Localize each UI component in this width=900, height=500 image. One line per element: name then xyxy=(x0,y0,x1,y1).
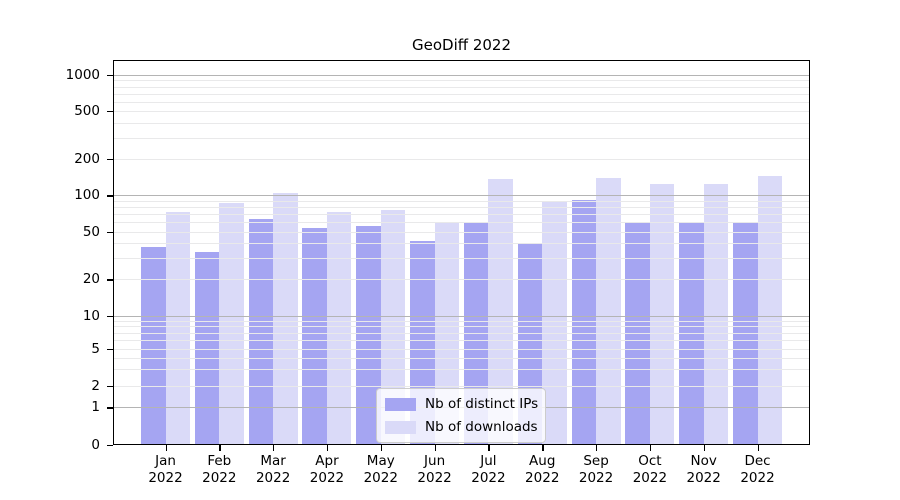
y-gridline-minor xyxy=(114,111,809,113)
y-tick-mark xyxy=(107,195,113,197)
y-tick-mark xyxy=(107,279,113,281)
x-tick-mark xyxy=(488,445,490,451)
y-gridline-minor xyxy=(114,101,809,103)
y-tick-mark xyxy=(107,445,113,447)
y-tick-mark xyxy=(107,159,113,161)
y-gridline-minor xyxy=(114,348,809,350)
bar-downloads xyxy=(649,183,675,445)
y-gridline-major xyxy=(114,195,809,197)
y-gridline-minor xyxy=(114,231,809,233)
y-tick-mark xyxy=(107,348,113,350)
y-tick-mark xyxy=(107,231,113,233)
x-tick-mark xyxy=(434,445,436,451)
y-gridline-minor xyxy=(114,369,809,371)
y-gridline-major xyxy=(114,315,809,317)
legend-swatch-distinct-ips xyxy=(385,397,416,411)
x-tick-mark xyxy=(326,445,329,451)
y-tick-label: 0 xyxy=(91,437,100,453)
legend-swatch-downloads xyxy=(385,420,416,434)
y-gridline-minor xyxy=(114,86,809,88)
x-tick-label: Feb 2022 xyxy=(202,453,237,486)
bar-downloads xyxy=(596,177,621,445)
bar-distinct-ips xyxy=(302,227,327,445)
x-tick-mark xyxy=(596,445,598,451)
legend-label-downloads: Nb of downloads xyxy=(425,419,538,435)
y-tick-mark xyxy=(107,111,113,113)
y-tick-label: 20 xyxy=(82,271,100,288)
x-tick-label: Dec 2022 xyxy=(740,453,775,486)
y-gridline-minor xyxy=(114,326,809,328)
y-gridline-minor xyxy=(114,279,809,281)
y-gridline-minor xyxy=(114,258,809,260)
legend-item-downloads: Nb of downloads xyxy=(385,419,538,435)
x-tick-label: Aug 2022 xyxy=(525,453,560,486)
y-gridline-minor xyxy=(114,206,809,208)
y-tick-label: 2 xyxy=(91,378,100,394)
y-tick-label: 10 xyxy=(82,307,100,324)
x-tick-label: Apr 2022 xyxy=(309,453,345,486)
x-tick-mark xyxy=(703,445,705,451)
x-tick-label: Jun 2022 xyxy=(417,453,452,486)
y-tick-label: 200 xyxy=(74,151,100,168)
legend: Nb of distinct IPs Nb of downloads xyxy=(376,388,546,443)
chart-title: GeoDiff 2022 xyxy=(411,36,512,54)
x-tick-mark xyxy=(757,445,759,451)
y-gridline-minor xyxy=(114,357,809,359)
bar-downloads xyxy=(165,212,190,445)
y-gridline-minor xyxy=(114,339,809,341)
x-tick-mark xyxy=(649,445,652,451)
x-tick-label: Oct 2022 xyxy=(632,453,668,486)
y-gridline-major xyxy=(114,74,809,77)
y-tick-label: 5 xyxy=(91,340,100,357)
x-tick-label: Jan 2022 xyxy=(148,453,183,486)
bar-downloads xyxy=(273,192,298,445)
x-tick-mark xyxy=(273,445,275,451)
y-gridline-minor xyxy=(114,320,809,322)
y-gridline-minor xyxy=(114,137,809,139)
x-tick-label: Nov 2022 xyxy=(686,453,721,486)
y-gridline-minor xyxy=(114,93,809,95)
y-gridline-minor xyxy=(114,243,809,245)
x-tick-label: Mar 2022 xyxy=(255,453,291,486)
legend-label-distinct-ips: Nb of distinct IPs xyxy=(425,396,539,412)
y-tick-mark xyxy=(107,74,113,77)
bar-downloads xyxy=(219,203,244,445)
y-tick-label: 1 xyxy=(91,399,100,416)
y-tick-mark xyxy=(107,315,113,317)
bar-downloads xyxy=(326,211,352,445)
y-gridline-minor xyxy=(114,213,809,215)
y-gridline-minor xyxy=(114,200,809,202)
y-tick-label: 1000 xyxy=(65,66,100,83)
y-gridline-minor xyxy=(114,222,809,223)
x-tick-mark xyxy=(219,445,221,451)
y-tick-label: 50 xyxy=(82,223,100,240)
y-gridline-minor xyxy=(114,80,809,82)
y-gridline-minor xyxy=(114,159,809,161)
y-tick-mark xyxy=(107,386,113,388)
y-gridline-minor xyxy=(114,386,809,387)
y-gridline-minor xyxy=(114,332,809,334)
legend-item-distinct-ips: Nb of distinct IPs xyxy=(385,396,539,412)
x-tick-label: May 2022 xyxy=(363,453,398,486)
bar-distinct-ips xyxy=(194,251,220,445)
bar-downloads xyxy=(757,176,783,445)
bar-distinct-ips xyxy=(625,222,650,445)
bar-distinct-ips xyxy=(141,247,166,445)
x-tick-mark xyxy=(165,445,167,451)
y-tick-label: 500 xyxy=(74,103,100,120)
y-tick-mark xyxy=(107,407,113,409)
bar-downloads xyxy=(542,200,567,445)
x-tick-mark xyxy=(542,445,544,451)
x-tick-label: Jul 2022 xyxy=(471,453,506,486)
x-tick-mark xyxy=(380,445,383,451)
bar-downloads xyxy=(703,184,729,445)
bar-distinct-ips xyxy=(571,200,597,445)
y-tick-label: 100 xyxy=(74,187,100,204)
x-tick-label: Sep 2022 xyxy=(578,453,614,486)
y-gridline-minor xyxy=(114,122,809,124)
